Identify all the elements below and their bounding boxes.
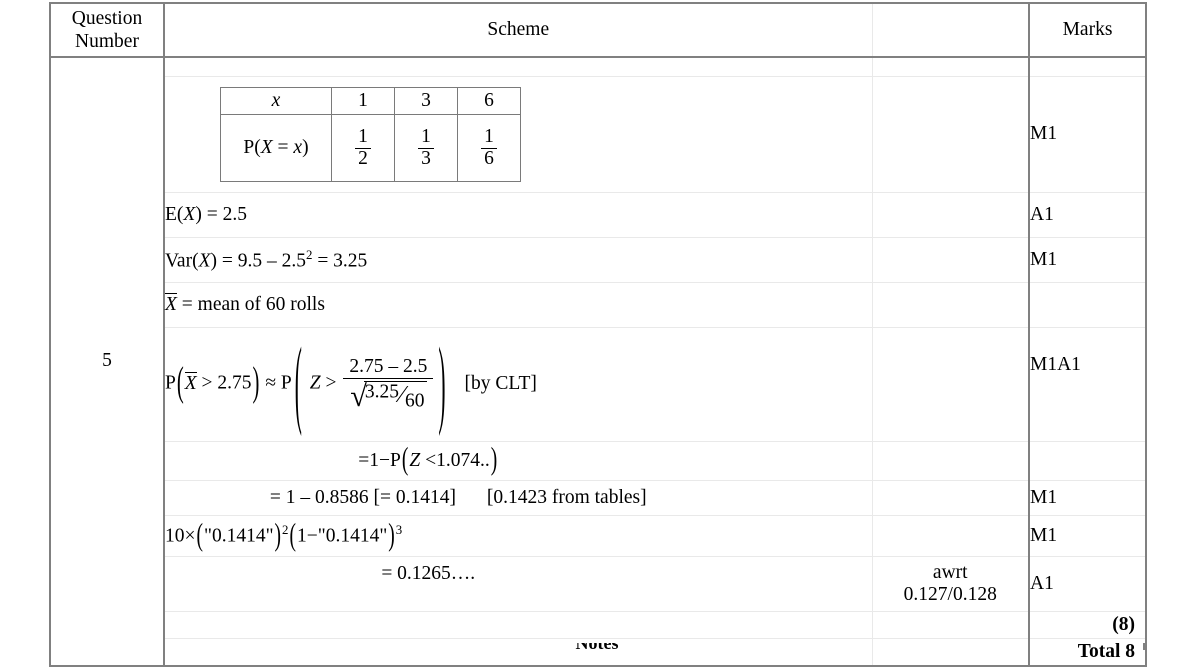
note-cell: [871, 237, 1030, 283]
binomial-p-2: "0.1414": [317, 525, 388, 547]
header-marks: Marks: [1028, 2, 1147, 58]
final-answer-cell: = 0.1265….: [163, 556, 873, 612]
subtotal-mark-cell: (8): [1028, 611, 1147, 639]
header-question-number-line2: Number: [75, 31, 139, 52]
dist-p-den-0: 2: [355, 147, 371, 169]
table-row: X = mean of 60 rolls: [50, 282, 1147, 328]
marks-spacer-cell: [1028, 56, 1147, 77]
clt-expression-cell: P(X > 2.75) ≈ P( Z > 2.75 – 2.5 √ 3.25⁄6…: [163, 327, 873, 442]
scheme-spacer-cell: [163, 56, 873, 77]
note-cell: [871, 192, 1030, 238]
dist-p-den-1: 3: [418, 147, 434, 169]
table-row: = 0.1265…. awrt 0.127/0.128 A1: [50, 556, 1147, 612]
radicand-denominator: 60: [405, 390, 425, 412]
expectation-cell: E(X) = 2.5: [163, 192, 873, 238]
table-header-row: Question Number Scheme Marks: [49, 2, 1147, 58]
z-value: 1.074..: [436, 449, 490, 471]
clt-threshold: 2.75: [217, 372, 252, 394]
table-lookup-main: = 1 – 0.8586 [= 0.1414]: [269, 486, 456, 508]
table-row: = 1 – 0.8586 [= 0.1414] [0.1423 from tab…: [50, 480, 1147, 516]
table-row: =1−P(Z <1.074..): [50, 441, 1147, 481]
notes-spacer-cell: [871, 56, 1030, 77]
mark-scheme-table: Question Number Scheme Marks 5 x 1 3: [49, 2, 1147, 667]
mark-cell: M1: [1028, 237, 1147, 283]
radicand-numerator: 3.25: [364, 381, 399, 403]
note-cell: [871, 327, 1030, 442]
awrt-values: 0.127/0.128: [903, 584, 997, 605]
header-notes-spacer: [872, 2, 1029, 58]
mark-cell: M1: [1028, 76, 1147, 193]
final-answer-text: = 0.1265….: [381, 563, 476, 584]
table-row: 10×("0.1414")2(1−"0.1414")3 M1: [50, 515, 1147, 557]
table-lookup-cell: = 1 – 0.8586 [= 0.1414] [0.1423 from tab…: [163, 480, 873, 516]
mark-cell: M1: [1028, 515, 1147, 557]
mark-cell: A1: [1028, 192, 1147, 238]
mark-cell: A1: [1028, 556, 1147, 612]
table-row: Var(X) = 9.5 – 2.52 = 3.25 M1: [50, 237, 1147, 283]
dist-p-den-2: 6: [481, 147, 497, 169]
mark-cell: [1028, 282, 1147, 328]
header-question-number: Question Number: [49, 2, 165, 58]
subtotal-scheme-cell: [163, 611, 873, 639]
dist-p-num-1: 1: [421, 126, 431, 148]
note-cell: [871, 611, 1030, 639]
clt-numerator: 2.75 – 2.5: [349, 356, 428, 378]
dist-x-label-text: x: [271, 89, 281, 111]
xbar-definition-text: = mean of 60 rolls: [181, 294, 325, 316]
mark-cell: M1: [1028, 480, 1147, 516]
note-cell: [871, 441, 1030, 481]
table-row: E(X) = 2.5 A1: [50, 192, 1147, 238]
dist-p-num-2: 1: [484, 126, 494, 148]
one-minus-prob-cell: =1−P(Z <1.074..): [163, 441, 873, 481]
mark-cell: [1028, 441, 1147, 481]
variance-cell: Var(X) = 9.5 – 2.52 = 3.25: [163, 237, 873, 283]
note-cell: [871, 480, 1030, 516]
dist-p-label: P(X = x): [220, 114, 332, 183]
note-cell: [871, 76, 1030, 193]
xbar-definition-cell: X = mean of 60 rolls: [163, 282, 873, 328]
dist-header-row: x 1 3 6: [220, 86, 521, 116]
mark-scheme-page: Question Number Scheme Marks 5 x 1 3: [49, 2, 1147, 667]
table-lookup-note: [0.1423 from tables]: [486, 486, 647, 508]
binomial-power-q: 3: [395, 523, 403, 538]
question-number-row: 5: [49, 56, 1147, 667]
binomial-p-1: "0.1414": [204, 525, 274, 547]
next-row-sliver-frame: Notes: [49, 643, 1145, 650]
note-cell: [871, 282, 1030, 328]
dist-x-value-0: 1: [331, 86, 395, 116]
question-number-cell: 5: [49, 56, 165, 667]
table-row: (8): [50, 611, 1147, 639]
sqrt-expression: √ 3.25⁄60: [350, 379, 427, 414]
binomial-power-p: 2: [282, 523, 289, 538]
mark-cell: M1A1: [1028, 327, 1147, 442]
next-row-partial-text: Notes: [51, 643, 1143, 650]
dist-x-value-1: 3: [394, 86, 458, 116]
dist-x-value-2: 6: [457, 86, 521, 116]
dist-x-label: x: [220, 86, 332, 116]
note-cell: [871, 515, 1030, 557]
clt-annotation: [by CLT]: [464, 372, 537, 394]
awrt-label: awrt: [932, 561, 968, 583]
awrt-note-cell: awrt 0.127/0.128: [871, 556, 1030, 612]
table-row: P(X > 2.75) ≈ P( Z > 2.75 – 2.5 √ 3.25⁄6…: [50, 327, 1147, 442]
dist-p-num-0: 1: [358, 126, 368, 148]
header-scheme: Scheme: [163, 2, 873, 58]
binomial-coefficient: 10: [165, 525, 185, 547]
next-row-sliver: Notes: [49, 643, 1145, 650]
header-question-number-line1: Question: [71, 8, 143, 29]
binomial-expression-cell: 10×("0.1414")2(1−"0.1414")3: [163, 515, 873, 557]
